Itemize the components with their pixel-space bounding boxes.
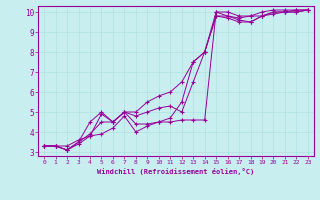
X-axis label: Windchill (Refroidissement éolien,°C): Windchill (Refroidissement éolien,°C) (97, 168, 255, 175)
